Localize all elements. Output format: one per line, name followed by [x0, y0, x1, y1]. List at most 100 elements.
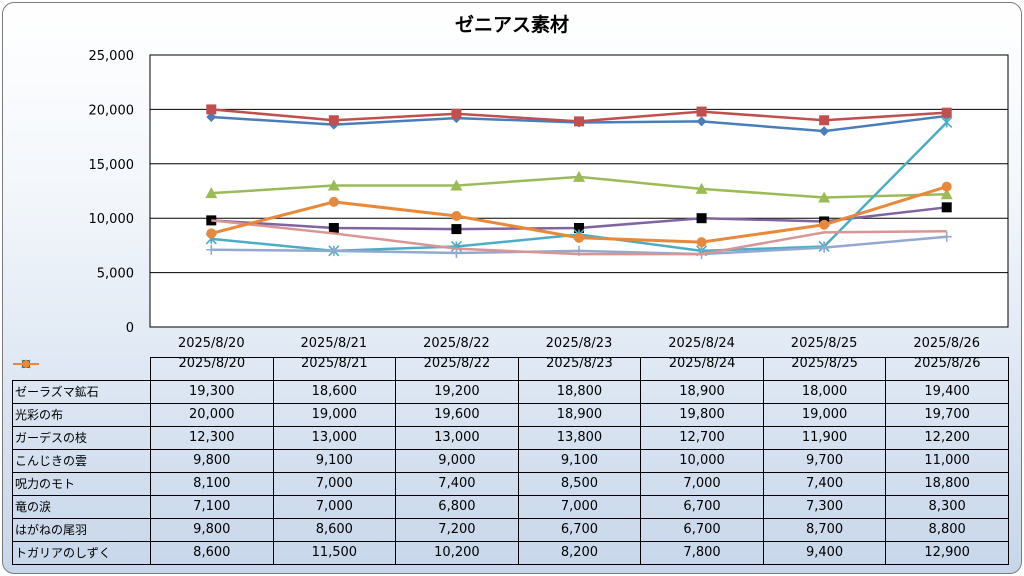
data-point [574, 116, 584, 127]
data-value-cell: 7,400 [762, 471, 887, 496]
data-point [941, 116, 953, 129]
data-point [206, 112, 217, 123]
data-value-cell: 9,700 [762, 448, 887, 473]
data-value-cell: 8,100 [150, 471, 274, 496]
data-point [941, 231, 952, 242]
table-row: ゼーラズマ鉱石 19,300 18,600 19,200 18,800 18,900 18,… [12, 359, 1009, 404]
series-name-cell: こんじきの雲 [12, 359, 151, 473]
data-value-cell: 6,700 [640, 494, 764, 519]
data-value-cell: 8,700 [762, 517, 887, 542]
data-value-cell: 8,200 [517, 540, 642, 565]
table-header-cell: 2025/8/20 [150, 357, 274, 381]
series-name-cell: 竜の涙 [12, 359, 151, 519]
data-point [327, 179, 340, 191]
series-line [211, 219, 947, 256]
data-value-cell: 8,500 [517, 471, 642, 496]
data-value-cell: 7,400 [395, 471, 519, 496]
table-header-cell: 2025/8/21 [272, 357, 397, 381]
series-name-cell: 光彩の布 [12, 359, 151, 427]
table-header-cell: 2025/8/24 [640, 357, 764, 381]
table-header-cell: 2025/8/25 [762, 357, 887, 381]
series-name: 竜の涙 [15, 500, 52, 514]
data-value-cell: 18,000 [762, 379, 887, 404]
data-value-cell: 19,800 [640, 402, 764, 427]
x-tick-label: 2025/8/23 [546, 336, 613, 351]
data-point [328, 222, 339, 233]
data-value-cell: 10,000 [640, 448, 764, 473]
data-value-cell: 19,400 [885, 379, 1009, 404]
data-value-cell: 18,900 [517, 402, 642, 427]
data-value-cell: 19,300 [150, 379, 274, 404]
data-point [941, 202, 952, 213]
data-value-cell: 7,200 [395, 517, 519, 542]
data-value-cell: 7,300 [762, 494, 887, 519]
data-point [206, 228, 217, 239]
data-value-cell: 8,800 [885, 517, 1009, 542]
table-row: はがねの尾羽 9,800 8,600 7,200 6,700 6,700 8,700 8,80… [12, 362, 1009, 542]
table-row: 竜の涙 7,100 7,000 6,800 7,000 6,700 7,300 8,300 [12, 359, 1009, 519]
data-point [206, 104, 217, 115]
table-corner [12, 357, 151, 380]
table-row: 光彩の布 20,000 19,000 19,600 18,900 19,800 19,000… [12, 359, 1009, 427]
data-value-cell: 7,000 [272, 494, 397, 519]
data-value-cell: 19,200 [395, 379, 519, 404]
data-value-cell: 19,000 [762, 402, 887, 427]
data-point [696, 106, 707, 117]
data-point [451, 108, 462, 119]
y-tick-label: 0 [126, 321, 134, 336]
data-value-cell: 9,800 [150, 517, 274, 542]
data-value-cell: 19,600 [395, 402, 519, 427]
series-name-cell: はがねの尾羽 [12, 362, 151, 542]
data-value-cell: 19,700 [885, 402, 1009, 427]
data-value-cell: 6,700 [517, 517, 642, 542]
data-value-cell: 11,500 [272, 540, 397, 565]
series-name: 呪力のモト [15, 477, 76, 491]
data-point [328, 245, 339, 256]
table-row: ガーデスの枝 12,300 13,000 13,000 13,800 12,700 11,9… [12, 358, 1009, 450]
data-point [450, 179, 463, 191]
data-value-cell: 7,000 [640, 471, 764, 496]
data-point [696, 237, 707, 248]
series-name: トガリアのしずく [15, 546, 111, 560]
table-header-cell: 2025/8/22 [395, 357, 519, 381]
data-point [696, 116, 707, 127]
data-point [574, 232, 584, 243]
data-point [819, 219, 830, 230]
data-value-cell: 7,000 [272, 471, 397, 496]
table-header-cell: 2025/8/26 [885, 357, 1009, 381]
data-point [328, 115, 339, 126]
y-tick-label: 15,000 [89, 158, 135, 173]
series-name: ガーデスの枝 [15, 431, 88, 445]
data-value-cell: 8,600 [272, 517, 397, 542]
data-point [941, 181, 952, 192]
x-tick-label: 2025/8/26 [913, 336, 980, 351]
data-value-cell: 6,700 [640, 517, 764, 542]
series-name-cell: ガーデスの枝 [12, 358, 151, 450]
y-tick-label: 20,000 [89, 103, 135, 118]
data-point [451, 211, 462, 222]
table-row: トガリアのしずく 8,600 11,500 10,200 8,200 7,800 9,400… [12, 359, 1009, 565]
data-value-cell: 7,100 [150, 494, 274, 519]
data-value-cell: 12,900 [885, 540, 1009, 565]
x-tick-label: 2025/8/21 [301, 336, 368, 351]
series-name: はがねの尾羽 [15, 523, 88, 537]
data-value-cell: 9,100 [517, 448, 642, 473]
table-row: 呪力のモト 8,100 7,000 7,400 8,500 7,000 7,400 18,80… [12, 358, 1009, 496]
data-value-cell: 18,800 [517, 379, 642, 404]
data-value-cell: 18,600 [272, 379, 397, 404]
series-name-cell: ゼーラズマ鉱石 [12, 359, 151, 404]
data-table: 2025/8/20 2025/8/21 2025/8/22 2025/8/23 2025… [12, 357, 1009, 565]
data-point [574, 222, 584, 233]
data-value-cell: 12,700 [640, 425, 764, 450]
data-value-cell: 13,000 [395, 425, 519, 450]
data-value-cell: 12,200 [885, 425, 1009, 450]
data-value-cell: 12,300 [150, 425, 274, 450]
data-point [819, 126, 830, 137]
plot-area [149, 54, 1009, 328]
data-point [819, 115, 830, 126]
data-point [941, 107, 952, 118]
data-point [695, 182, 708, 194]
y-tick-label: 25,000 [89, 49, 135, 64]
data-value-cell: 13,000 [272, 425, 397, 450]
